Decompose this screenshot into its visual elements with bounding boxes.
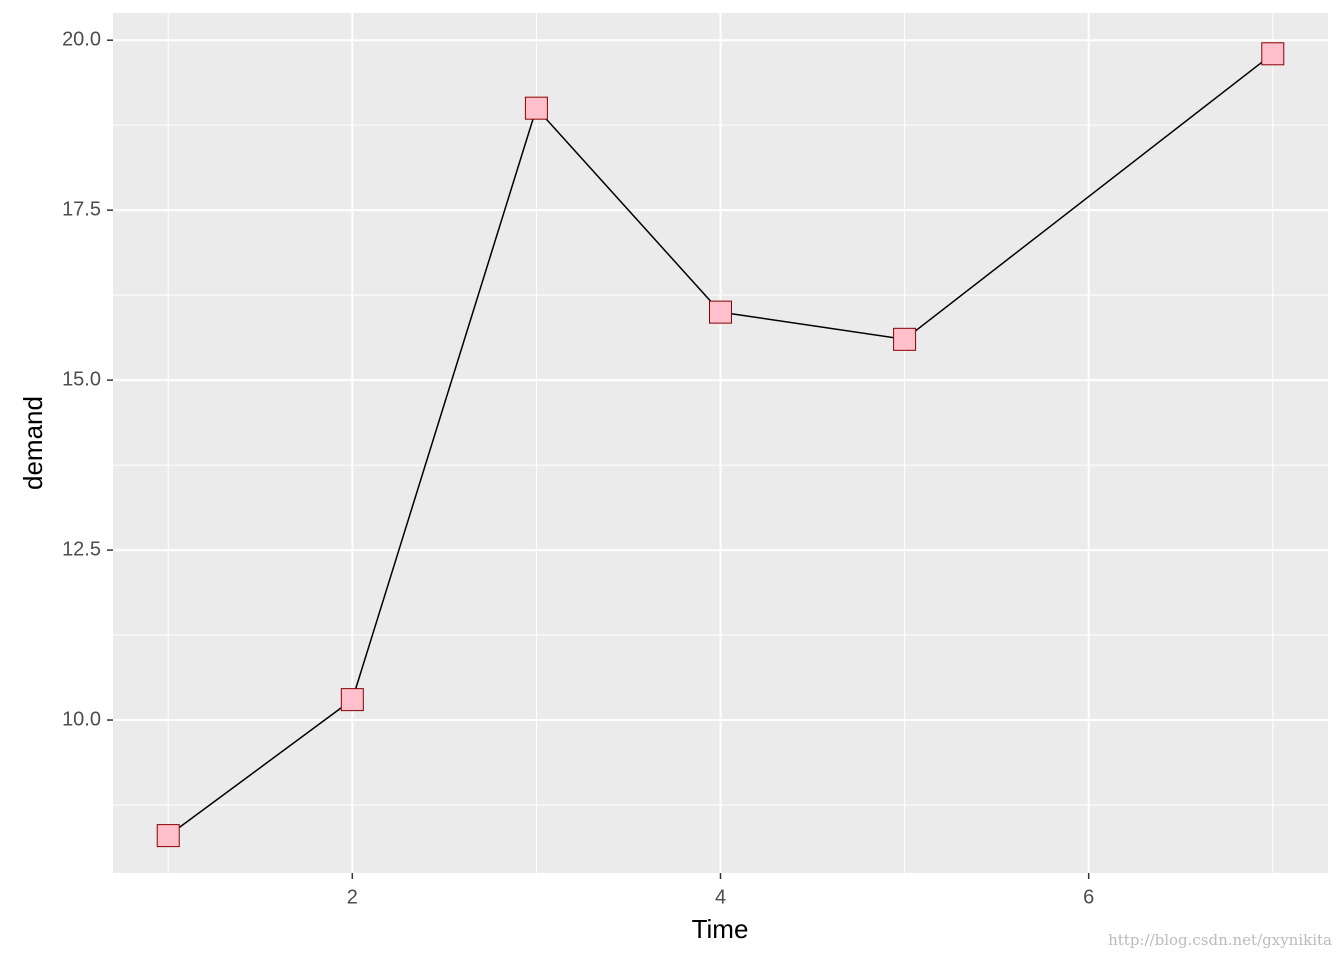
y-tick-label: 12.5 bbox=[62, 538, 101, 560]
point-marker bbox=[1261, 42, 1285, 66]
y-tick-label: 10.0 bbox=[62, 708, 101, 730]
x-tick-label: 4 bbox=[715, 886, 726, 908]
watermark: http://blog.csdn.net/gxynikita bbox=[1108, 931, 1332, 949]
y-tick-label: 20.0 bbox=[62, 28, 101, 50]
y-axis-title: demand bbox=[18, 396, 48, 490]
y-tick-label: 17.5 bbox=[62, 198, 101, 220]
x-tick-label: 6 bbox=[1083, 886, 1094, 908]
x-axis-title: Time bbox=[692, 914, 749, 944]
x-tick-label: 2 bbox=[347, 886, 358, 908]
point-marker bbox=[524, 96, 548, 120]
point-marker bbox=[156, 824, 180, 848]
point-marker bbox=[709, 300, 732, 324]
point-marker bbox=[893, 327, 917, 351]
series-line bbox=[167, 53, 1274, 837]
point-marker bbox=[340, 688, 364, 712]
y-tick-label: 15.0 bbox=[62, 368, 101, 390]
